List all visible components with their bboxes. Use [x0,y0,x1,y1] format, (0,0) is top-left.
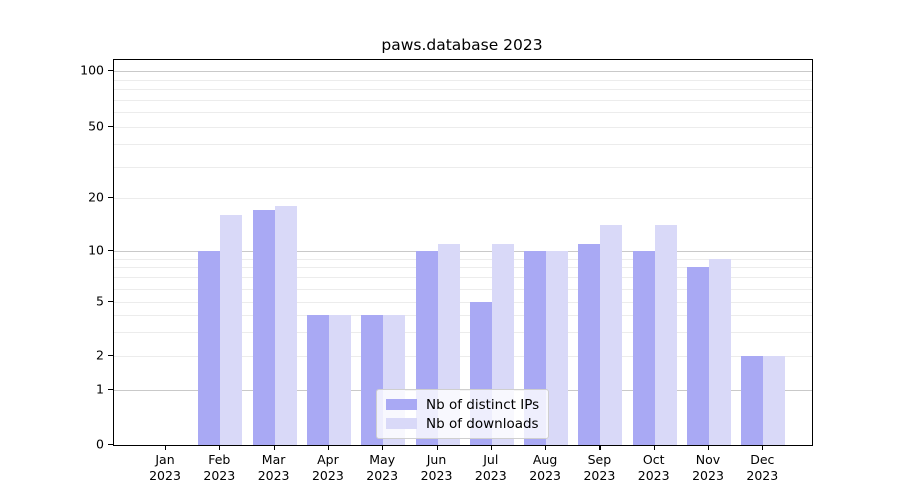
gridline-y-3 [114,332,812,334]
bar-downloads-feb [220,215,243,445]
x-tick-label-mar: Mar 2023 [257,452,290,483]
x-tick-label-feb: Feb 2023 [203,452,236,483]
y-tick [108,197,113,199]
gridline-y-7 [114,277,812,279]
x-tick-label-nov: Nov 2023 [692,452,724,483]
bar-ips-feb [198,251,221,445]
x-tick [653,445,655,450]
y-tick [108,301,113,303]
bar-ips-oct [632,251,655,445]
x-tick-label-jul: Jul 2023 [474,452,507,483]
y-tick-label-100: 100 [80,62,104,78]
legend-label: Nb of distinct IPs [426,396,540,413]
legend-swatch-icon [386,399,417,410]
y-tick [108,250,113,252]
legend-label: Nb of downloads [426,415,539,432]
gridline-y-2 [114,356,812,357]
x-tick [165,445,167,450]
gridline-y-100 [114,71,812,72]
gridline-y-10 [114,251,812,252]
y-tick [108,70,113,72]
gridline-y-60 [114,112,812,114]
x-tick [762,445,764,450]
x-tick-label-sep: Sep 2023 [583,452,616,483]
gridline-y-40 [114,144,812,146]
x-tick [327,445,330,450]
x-tick-label-jun: Jun 2023 [420,452,453,483]
gridline-y-70 [114,99,812,101]
gridline-y-30 [114,166,812,168]
gridline-y-20 [114,198,812,199]
y-tick [108,444,113,446]
y-tick-label-1: 1 [96,381,104,396]
legend: Nb of distinct IPs Nb of downloads [376,389,550,439]
y-tick [108,355,113,357]
x-tick [382,445,384,450]
bar-ips-dec [741,356,764,445]
gridline-y-90 [114,79,812,81]
legend-row-1: Nb of downloads [386,414,539,433]
gridline-y-4 [114,315,812,317]
y-tick-label-50: 50 [88,118,104,134]
gridline-y-5 [114,302,812,303]
gridline-y-50 [114,127,812,128]
y-tick-label-2: 2 [96,347,104,363]
x-tick [219,445,221,450]
y-tick-label-5: 5 [96,293,104,309]
x-tick [545,445,547,450]
gridline-y-9 [114,258,812,260]
legend-swatch-icon [386,418,417,429]
y-tick-label-10: 10 [88,242,104,258]
plot-area: Nb of distinct IPs Nb of downloads [113,59,813,446]
x-tick-label-jan: Jan 2023 [149,452,181,483]
x-tick [436,445,438,450]
y-tick [108,126,113,128]
y-tick-label-0: 0 [96,436,104,452]
bar-downloads-nov [709,258,731,445]
bar-downloads-oct [654,225,677,445]
gridline-y-8 [114,267,812,269]
bar-downloads-sep [600,225,623,445]
y-tick-label-20: 20 [88,189,104,205]
bar-ips-sep [578,243,601,445]
x-tick-label-apr: Apr 2023 [311,452,344,483]
bar-downloads-apr [328,315,351,445]
bar-downloads-aug [546,251,569,445]
x-tick-label-may: May 2023 [366,452,399,483]
chart-title: paws.database 2023 [381,36,543,54]
bar-ips-mar [252,210,275,445]
bar-ips-nov [687,267,709,445]
x-tick-label-aug: Aug 2023 [529,452,561,483]
x-tick [708,445,710,450]
x-tick [599,445,601,450]
legend-row-0: Nb of distinct IPs [386,395,539,414]
y-tick [108,388,113,390]
x-tick [273,445,275,450]
x-tick [490,445,492,450]
bar-downloads-dec [763,356,786,445]
bar-downloads-mar [274,206,297,445]
bar-ips-apr [306,315,329,445]
x-tick-label-oct: Oct 2023 [637,452,670,483]
x-tick-label-dec: Dec 2023 [746,452,779,483]
gridline-y-6 [114,288,812,290]
gridline-y-80 [114,89,812,91]
